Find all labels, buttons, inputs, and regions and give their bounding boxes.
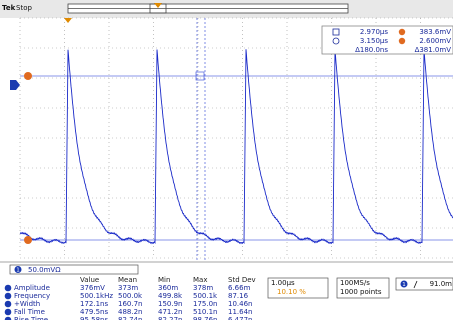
cell: 510.1n <box>193 308 217 316</box>
cell: 175.0n <box>193 300 217 308</box>
cursor-volt-b: 2.600mV <box>419 37 451 45</box>
cell: 11.64n <box>228 308 252 316</box>
row-badge <box>4 300 12 308</box>
cell: 500.0k <box>118 292 143 300</box>
sample-rate: 100MS/s <box>340 279 370 287</box>
cell: 373m <box>118 284 138 292</box>
cursor-level-marker <box>24 236 32 244</box>
cursor-readout <box>321 25 453 55</box>
channel-box <box>9 264 139 275</box>
column-header: Std Dev <box>228 276 256 284</box>
cursor-icon <box>332 37 340 45</box>
cursor-volt-a: 383.6mV <box>419 28 451 36</box>
row-badge <box>4 292 12 300</box>
row-badge <box>4 316 12 320</box>
trigger-position: 10.10 % <box>277 288 306 296</box>
waveform-trace <box>19 48 453 245</box>
cursor-handle <box>195 71 205 81</box>
cell: 160.7n <box>118 300 142 308</box>
cell: 499.8k <box>158 292 183 300</box>
cursor-level-marker <box>24 72 32 80</box>
cursor-volt-delta: Δ381.0mV <box>415 46 452 54</box>
trigger-slope <box>413 280 418 289</box>
cell: 98.76n <box>193 316 217 320</box>
trigger-badge <box>400 280 408 288</box>
trigger-level: 91.0m <box>430 280 453 288</box>
cell: 150.9n <box>158 300 182 308</box>
row-label: Fall Time <box>14 308 45 316</box>
column-header: Min <box>158 276 170 284</box>
timebase-scale: 1.00µs <box>271 279 295 287</box>
cell: 6.66m <box>228 284 251 292</box>
cell: 10.46n <box>228 300 252 308</box>
cursor-time-delta: Δ180.0ns <box>355 46 388 54</box>
trigger-position-marker <box>154 3 162 8</box>
brand: Tek <box>2 4 16 12</box>
cell: 82.27n <box>158 316 182 320</box>
column-header: Value <box>80 276 99 284</box>
graticule <box>19 17 453 259</box>
record-length: 1000 points <box>340 288 382 296</box>
cursor-icon <box>398 28 406 36</box>
cell: 488.2n <box>118 308 142 316</box>
acquisition-box <box>336 277 390 299</box>
channel-ground-marker <box>10 80 20 90</box>
channel-badge <box>14 266 22 273</box>
cell: 360m <box>158 284 178 292</box>
column-header: Mean <box>118 276 137 284</box>
cell: 95.58ns <box>80 316 108 320</box>
trigger-source: 1 <box>402 282 406 288</box>
row-badge <box>4 284 12 292</box>
run-status: Stop <box>16 4 32 12</box>
row-label: Frequency <box>14 292 50 300</box>
cursor-icon <box>332 28 340 36</box>
trigger-box <box>395 277 453 291</box>
column-header: Max <box>193 276 207 284</box>
cursor-icon <box>398 37 406 45</box>
channel-number: 1 <box>16 268 20 274</box>
cell: 378m <box>193 284 213 292</box>
cell: 479.5ns <box>80 308 108 316</box>
row-label: Amplitude <box>14 284 50 292</box>
cell: 376mV <box>80 284 105 292</box>
cell: 500.1k <box>193 292 218 300</box>
cell: 6.477n <box>228 316 252 320</box>
timebase-box <box>267 277 329 299</box>
row-badge <box>4 308 12 316</box>
cursor-time-b: 3.150µs <box>360 37 388 45</box>
cell: 87.16 <box>228 292 249 300</box>
cursor-time-a: 2.970µs <box>360 28 388 36</box>
channel-scale: 50.0mVΩ <box>28 266 61 274</box>
measurement-table: Value Mean Min Max Std Dev Amplitude 376mV 373m… <box>4 276 256 320</box>
trigger-marker <box>64 18 72 23</box>
cell: 82.74n <box>118 316 142 320</box>
cell: 471.2n <box>158 308 182 316</box>
row-label: +Width <box>14 300 40 308</box>
row-label: Rise Time <box>14 316 48 320</box>
cell: 500.1kHz <box>80 292 113 300</box>
cell: 172.1ns <box>80 300 108 308</box>
